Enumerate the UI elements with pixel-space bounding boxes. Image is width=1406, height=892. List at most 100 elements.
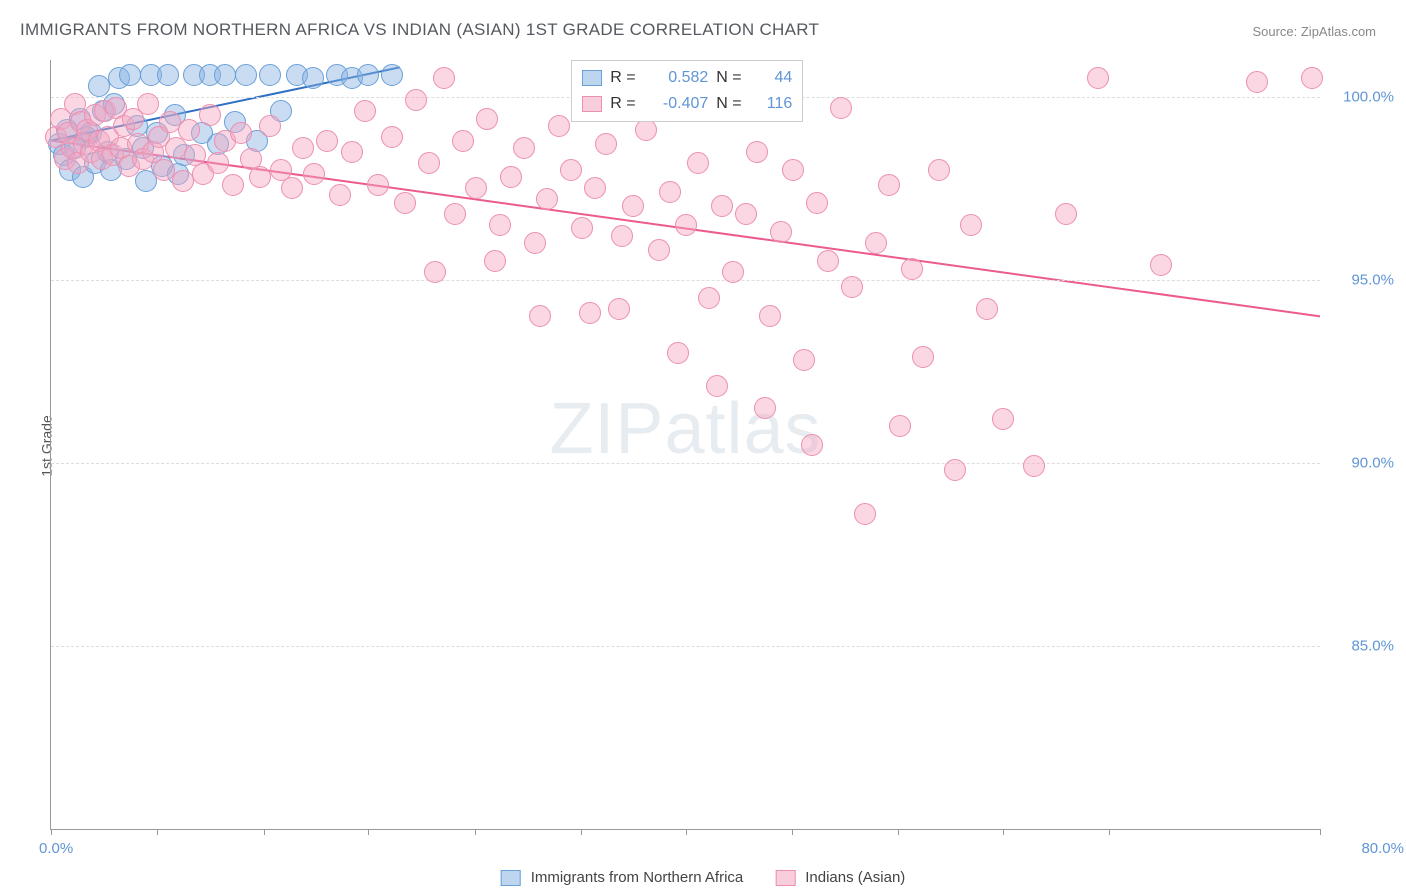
data-point: [595, 133, 617, 155]
legend-swatch: [501, 870, 521, 886]
data-point: [536, 188, 558, 210]
data-point: [259, 115, 281, 137]
data-point: [1055, 203, 1077, 225]
data-point: [648, 239, 670, 261]
n-label: N =: [716, 95, 746, 113]
y-tick-label: 90.0%: [1324, 454, 1394, 471]
legend-row: R = 0.582 N = 44: [582, 65, 792, 91]
y-tick-label: 85.0%: [1324, 637, 1394, 654]
data-point: [735, 203, 757, 225]
data-point: [675, 214, 697, 236]
scatter-chart: ZIPatlas 0.0% 80.0% 85.0%90.0%95.0%100.0…: [50, 60, 1320, 830]
x-tick: [686, 829, 687, 835]
data-point: [560, 159, 582, 181]
data-point: [524, 232, 546, 254]
data-point: [770, 221, 792, 243]
n-label: N =: [716, 69, 746, 87]
x-tick: [157, 829, 158, 835]
data-point: [424, 261, 446, 283]
r-label: R =: [610, 69, 640, 87]
data-point: [901, 258, 923, 280]
x-tick: [1320, 829, 1321, 835]
r-value: 0.582: [648, 69, 708, 87]
data-point: [381, 126, 403, 148]
data-point: [316, 130, 338, 152]
data-point: [817, 250, 839, 272]
data-point: [354, 100, 376, 122]
x-tick: [264, 829, 265, 835]
data-point: [579, 302, 601, 324]
data-point: [706, 375, 728, 397]
data-point: [484, 250, 506, 272]
data-point: [754, 397, 776, 419]
data-point: [489, 214, 511, 236]
data-point: [960, 214, 982, 236]
data-point: [249, 166, 271, 188]
data-point: [622, 195, 644, 217]
source-attribution: Source: ZipAtlas.com: [1252, 24, 1376, 39]
data-point: [659, 181, 681, 203]
gridline: [51, 280, 1320, 281]
n-value: 44: [754, 69, 792, 87]
y-tick-label: 95.0%: [1324, 271, 1394, 288]
data-point: [357, 64, 379, 86]
gridline: [51, 463, 1320, 464]
data-point: [214, 64, 236, 86]
legend-bottom: Immigrants from Northern Africa Indians (…: [501, 869, 906, 886]
x-tick: [51, 829, 52, 835]
data-point: [476, 108, 498, 130]
data-point: [465, 177, 487, 199]
data-point: [711, 195, 733, 217]
data-point: [1087, 67, 1109, 89]
x-tick: [1003, 829, 1004, 835]
data-point: [793, 349, 815, 371]
data-point: [381, 64, 403, 86]
legend-swatch: [582, 96, 602, 112]
legend-swatch: [775, 870, 795, 886]
data-point: [1301, 67, 1323, 89]
data-point: [207, 152, 229, 174]
data-point: [830, 97, 852, 119]
data-point: [854, 503, 876, 525]
data-point: [722, 261, 744, 283]
data-point: [667, 342, 689, 364]
data-point: [687, 152, 709, 174]
data-point: [759, 305, 781, 327]
data-point: [841, 276, 863, 298]
data-point: [878, 174, 900, 196]
data-point: [928, 159, 950, 181]
data-point: [281, 177, 303, 199]
data-point: [433, 67, 455, 89]
gridline: [51, 646, 1320, 647]
data-point: [259, 64, 281, 86]
x-tick: [581, 829, 582, 835]
data-point: [405, 89, 427, 111]
data-point: [611, 225, 633, 247]
data-point: [303, 163, 325, 185]
data-point: [571, 217, 593, 239]
data-point: [584, 177, 606, 199]
data-point: [529, 305, 551, 327]
legend-item: Immigrants from Northern Africa: [501, 869, 744, 886]
watermark-light: atlas: [664, 389, 821, 469]
x-axis-max-label: 80.0%: [1334, 840, 1404, 857]
data-point: [1023, 455, 1045, 477]
data-point: [230, 122, 252, 144]
legend-item: Indians (Asian): [775, 869, 905, 886]
x-tick: [368, 829, 369, 835]
data-point: [235, 64, 257, 86]
data-point: [394, 192, 416, 214]
x-tick: [792, 829, 793, 835]
x-axis-min-label: 0.0%: [39, 840, 73, 857]
data-point: [157, 64, 179, 86]
chart-title: IMMIGRANTS FROM NORTHERN AFRICA VS INDIA…: [20, 20, 819, 40]
data-point: [119, 64, 141, 86]
data-point: [513, 137, 535, 159]
watermark-bold: ZIP: [549, 389, 664, 469]
r-label: R =: [610, 95, 640, 113]
data-point: [341, 141, 363, 163]
data-point: [367, 174, 389, 196]
data-point: [500, 166, 522, 188]
trend-lines-layer: [51, 60, 1320, 829]
data-point: [1246, 71, 1268, 93]
